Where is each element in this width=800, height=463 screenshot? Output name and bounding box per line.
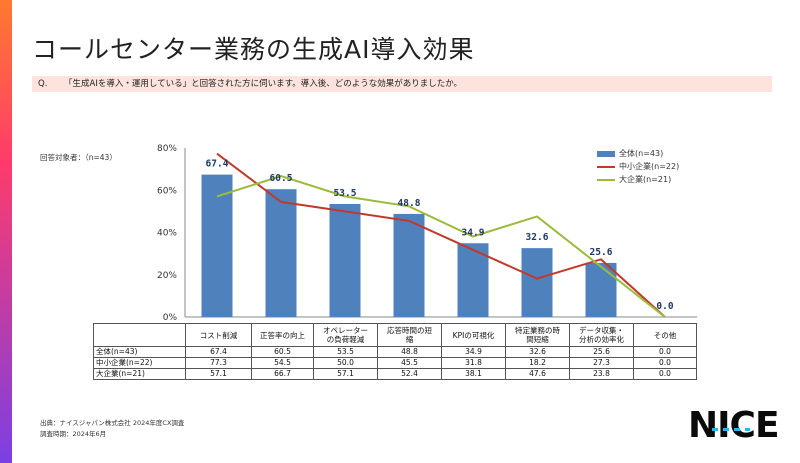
- data-label: 48.8: [398, 198, 421, 209]
- data-label: 60.5: [270, 173, 293, 184]
- y-tick-label: 40%: [157, 229, 177, 239]
- table-cell: 57.1: [313, 368, 378, 380]
- y-tick-label: 60%: [157, 186, 177, 196]
- table-cell: 0.0: [633, 357, 697, 369]
- table-header-cell: 正答率の向上: [251, 323, 314, 347]
- table-cell: 18.2: [505, 357, 570, 369]
- table-header-row: コスト削減 正答率の向上 オペレーター の負荷軽減 応答時間の短縮 KPIの可視化 特定業務…: [93, 323, 697, 347]
- y-tick-label: 20%: [157, 271, 177, 281]
- legend-swatch-large: [597, 178, 615, 181]
- table-cell: 50.0: [313, 357, 378, 369]
- legend-swatch-all: [597, 150, 615, 157]
- table-cell: 54.5: [251, 357, 314, 369]
- table-cell: 27.3: [569, 357, 634, 369]
- y-tick-label: 0%: [163, 313, 178, 323]
- bar: [457, 243, 489, 317]
- bar: [585, 262, 617, 317]
- table-cell: 25.6: [569, 346, 634, 358]
- table-cell: 32.6: [505, 346, 570, 358]
- logo-dots: [712, 428, 750, 431]
- data-table: コスト削減 正答率の向上 オペレーター の負荷軽減 応答時間の短縮 KPIの可視化 特定業務…: [93, 323, 697, 380]
- table-row-label: 中小企業(n=22): [93, 357, 186, 369]
- table-header-cell: コスト削減: [185, 323, 252, 347]
- legend-item-large: 大企業(n=21): [597, 173, 679, 186]
- bar: [393, 213, 425, 317]
- legend-label-large: 大企業(n=21): [619, 175, 672, 184]
- data-label: 32.6: [526, 232, 549, 243]
- series-line-large: [216, 175, 666, 318]
- question-box: Q. 「生成AIを導入・運用している」と回答された方に伺います。導入後、どのような…: [32, 76, 772, 92]
- table-row: 全体(n=43) 67.4 60.5 53.5 48.8 34.9 32.6 25.6 0.0: [93, 346, 697, 358]
- table-cell: 52.4: [377, 368, 442, 380]
- table-cell: 34.9: [441, 346, 506, 358]
- legend-label-all: 全体(n=43): [619, 149, 664, 158]
- table-cell: 60.5: [251, 346, 314, 358]
- table-header-cell: データ収集・ 分析の効率化: [569, 323, 634, 347]
- legend-swatch-mid: [597, 165, 615, 168]
- table-row: 大企業(n=21) 57.1 66.7 57.1 52.4 38.1 47.6 23.8 0.0: [93, 368, 697, 380]
- table-header-cell: 応答時間の短縮: [377, 323, 442, 347]
- bar: [329, 203, 361, 317]
- table-row-label: 全体(n=43): [93, 346, 186, 358]
- table-row-label: 大企業(n=21): [93, 368, 186, 380]
- table-cell: 66.7: [251, 368, 314, 380]
- table-cell: 31.8: [441, 357, 506, 369]
- table-corner-cell: [93, 323, 186, 347]
- table-header-cell: KPIの可視化: [441, 323, 506, 347]
- respondents-note: 回答対象者：（n=43）: [40, 153, 117, 162]
- legend-item-mid: 中小企業(n=22): [597, 160, 679, 173]
- bar: [265, 189, 297, 317]
- data-label: 53.5: [334, 188, 357, 199]
- y-tick-label: 80%: [157, 144, 177, 154]
- bar: [521, 248, 553, 317]
- source-line-1: 出典：ナイスジャパン株式会社 2024年度CX調査: [40, 419, 185, 427]
- table-cell: 38.1: [441, 368, 506, 380]
- table-cell: 57.1: [185, 368, 252, 380]
- source-line-2: 調査時期：2024年6月: [40, 430, 107, 438]
- table-cell: 77.3: [185, 357, 252, 369]
- table-cell: 0.0: [633, 368, 697, 380]
- bar: [201, 174, 233, 317]
- table-cell: 45.5: [377, 357, 442, 369]
- page-title: コールセンター業務の生成AI導入効果: [32, 35, 475, 64]
- table-cell: 23.8: [569, 368, 634, 380]
- data-label: 0.0: [656, 301, 673, 312]
- question-text: 「生成AIを導入・運用している」と回答された方に伺います。導入後、どのような効果…: [64, 79, 463, 89]
- accent-bar: [0, 0, 12, 463]
- data-label: 67.4: [206, 159, 229, 170]
- legend-item-all: 全体(n=43): [597, 147, 679, 160]
- source-note: 出典：ナイスジャパン株式会社 2024年度CX調査 調査時期：2024年6月: [40, 418, 184, 440]
- series-line-mid: [216, 152, 666, 318]
- table-header-cell: その他: [633, 323, 697, 347]
- table-cell: 48.8: [377, 346, 442, 358]
- question-label: Q.: [38, 79, 48, 89]
- table-header-cell: 特定業務の時 間短縮: [505, 323, 570, 347]
- table-cell: 53.5: [313, 346, 378, 358]
- data-label: 34.9: [462, 227, 485, 238]
- legend-label-mid: 中小企業(n=22): [619, 162, 680, 171]
- table-cell: 0.0: [633, 346, 697, 358]
- chart-legend: 全体(n=43) 中小企業(n=22) 大企業(n=21): [597, 147, 679, 186]
- table-row: 中小企業(n=22) 77.3 54.5 50.0 45.5 31.8 18.2 27.3 0.…: [93, 357, 697, 369]
- table-cell: 47.6: [505, 368, 570, 380]
- chart-area: 0% 20% 40% 60% 80% 67.4 60.5 53.5 48.8 34.9 32.6 25…: [157, 144, 697, 323]
- data-label: 25.6: [590, 247, 613, 258]
- nice-logo: NICE: [688, 405, 780, 446]
- table-cell: 67.4: [185, 346, 252, 358]
- table-header-cell: オペレーター の負荷軽減: [313, 323, 378, 347]
